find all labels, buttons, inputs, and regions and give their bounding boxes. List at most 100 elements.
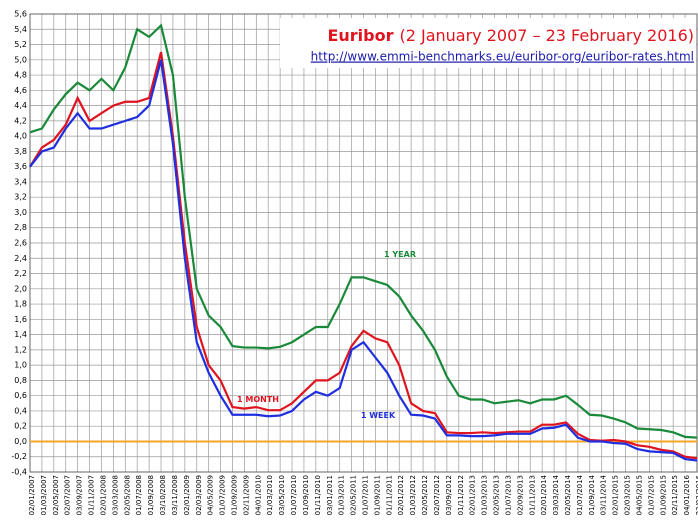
x-tick-label: 02/05/2007: [52, 475, 60, 515]
x-tick-label: 04/05/2009: [207, 475, 215, 515]
x-tick-label: 01/03/2012: [409, 475, 417, 515]
x-tick-label: 02/01/2015: [612, 475, 620, 515]
x-tick-label: 02/01/2013: [469, 475, 477, 515]
x-tick-label: 02/03/2015: [624, 475, 632, 515]
x-tick-label: 01/07/2015: [647, 475, 655, 515]
y-tick-label: 3,2: [14, 193, 27, 202]
y-tick-label: 0,6: [14, 391, 27, 400]
x-tick-label: 02/05/2008: [123, 475, 131, 515]
y-tick-label: 4,2: [14, 116, 27, 125]
x-tick-label: 02/05/2014: [564, 474, 572, 515]
y-tick-label: 0,0: [14, 437, 27, 446]
x-tick-label: 02/01/2012: [397, 475, 405, 515]
x-tick-label: 01/11/2011: [385, 475, 393, 515]
y-tick-label: 5,0: [14, 55, 27, 64]
x-tick-label: 03/09/2012: [445, 475, 453, 515]
x-tick-label: 01/03/2010: [266, 475, 274, 515]
x-tick-label: 03/09/2007: [76, 475, 84, 515]
x-tick-label: 01/09/2014: [588, 474, 596, 515]
x-tick-label: 01/11/2013: [528, 475, 536, 515]
x-tick-label: 01/11/2010: [314, 475, 322, 515]
series-line: [29, 51, 698, 460]
y-tick-label: 4,4: [14, 101, 27, 110]
x-tick-label: 01/07/2008: [135, 475, 143, 515]
series-line: [29, 23, 698, 439]
x-tick-label: 01/03/2007: [40, 475, 48, 515]
y-tick-label: 4,8: [14, 71, 27, 80]
x-tick-label: 02/01/2008: [99, 475, 107, 515]
x-tick-label: 01/07/2010: [290, 475, 298, 515]
x-tick-label: 01/11/2007: [88, 475, 96, 515]
y-tick-label: 0,8: [14, 376, 27, 385]
x-tick-label: 02/07/2007: [64, 475, 72, 515]
x-tick-label: 03/10/2008: [159, 475, 167, 515]
x-tick-label: 01/07/2011: [362, 475, 370, 515]
y-tick-label: 1,6: [14, 315, 27, 324]
y-tick-label: 0,4: [14, 406, 27, 415]
x-tick-label: 02/11/2009: [242, 475, 250, 515]
y-tick-label: 2,6: [14, 239, 27, 248]
y-tick-label: -0,4: [11, 468, 27, 477]
x-tick-label: 02/09/2013: [516, 475, 524, 515]
x-tick-label: 02/05/2012: [421, 475, 429, 515]
series-line: [29, 59, 698, 462]
x-tick-label: 01/11/2012: [457, 475, 465, 515]
y-tick-label: 5,6: [14, 10, 27, 19]
y-tick-label: 1,4: [14, 330, 27, 339]
y-tick-label: 2,8: [14, 223, 27, 232]
y-tick-label: 0,2: [14, 422, 27, 431]
y-tick-label: -0,2: [11, 452, 27, 461]
x-tick-label: 03/01/2011: [326, 475, 334, 515]
source-link[interactable]: http://www.emmi-benchmarks.eu/euribor-or…: [311, 50, 694, 64]
x-tick-label: 04/05/2015: [635, 475, 643, 515]
x-tick-label: 03/11/2014: [600, 474, 608, 515]
x-tick-label: 01/09/2011: [373, 475, 381, 515]
series-label: 1 WEEK: [361, 411, 396, 420]
y-tick-label: 1,0: [14, 361, 27, 370]
subtitle: (2 January 2007 – 23 February 2016): [399, 26, 694, 45]
x-tick-label: 01/07/2014: [576, 474, 584, 515]
y-tick-label: 4,0: [14, 132, 27, 141]
x-tick-label: 01/07/2013: [504, 475, 512, 515]
y-tick-label: 3,0: [14, 208, 27, 217]
x-tick-label: 23/02/2016: [695, 474, 698, 515]
chart-title: Euribor (2 January 2007 – 23 February 201…: [327, 26, 694, 45]
y-tick-label: 5,2: [14, 40, 27, 49]
x-tick-label: 01/09/2010: [302, 475, 310, 515]
y-tick-label: 3,8: [14, 147, 27, 156]
x-tick-label: 03/05/2010: [278, 475, 286, 515]
series-label: 1 YEAR: [384, 250, 416, 259]
x-tick-label: 03/03/2008: [111, 475, 119, 515]
x-tick-label: 01/09/2015: [659, 475, 667, 515]
y-tick-label: 2,4: [14, 254, 27, 263]
x-tick-label: 01/07/2009: [219, 475, 227, 515]
x-tick-label: 02/01/2014: [540, 474, 548, 515]
x-tick-label: 04/01/2016: [683, 474, 691, 515]
x-tick-label: 02/01/2009: [183, 475, 191, 515]
title-box: [280, 18, 696, 68]
x-tick-label: 03/03/2014: [552, 474, 560, 515]
y-tick-label: 3,4: [14, 177, 27, 186]
x-tick-label: 01/09/2009: [230, 475, 238, 515]
x-tick-label: 04/01/2010: [254, 475, 262, 515]
y-tick-label: 1,2: [14, 345, 27, 354]
y-tick-label: 2,0: [14, 284, 27, 293]
title: Euribor: [327, 26, 393, 45]
series-label: 1 MONTH: [237, 395, 279, 404]
y-tick-label: 3,6: [14, 162, 27, 171]
x-tick-label: 02/05/2013: [493, 475, 501, 515]
plot-frame: [29, 13, 698, 473]
x-tick-label: 01/03/2011: [338, 475, 346, 515]
y-tick-label: 4,6: [14, 86, 27, 95]
x-tick-label: 02/07/2012: [433, 475, 441, 515]
x-tick-label: 02/03/2009: [195, 475, 203, 515]
x-tick-label: 02/11/2015: [671, 475, 679, 515]
x-tick-label: 02/01/2007: [28, 475, 36, 515]
y-tick-label: 2,2: [14, 269, 27, 278]
x-tick-label: 01/09/2008: [147, 475, 155, 515]
x-tick-label: 01/03/2013: [481, 475, 489, 515]
y-tick-label: 1,8: [14, 300, 27, 309]
grid: [29, 13, 698, 473]
y-tick-label: 5,4: [14, 25, 27, 34]
